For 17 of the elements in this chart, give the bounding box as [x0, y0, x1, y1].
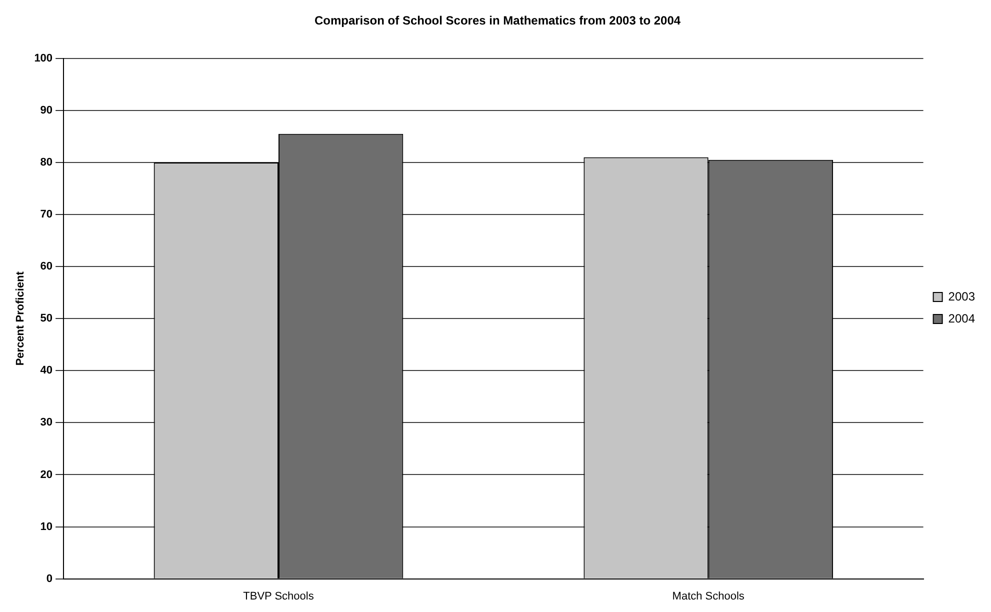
y-tick-label: 40 [40, 364, 53, 377]
y-tick-label: 100 [34, 52, 53, 64]
y-tick-label: 0 [46, 572, 53, 585]
y-tick-label: 80 [40, 156, 53, 169]
y-tick-label: 70 [40, 208, 53, 221]
y-tick-label: 90 [40, 104, 53, 116]
y-tick-label: 30 [40, 416, 53, 429]
chart-title: Comparison of School Scores in Mathematics from 2003 to 2004 [314, 14, 681, 28]
legend-label: 2004 [948, 311, 976, 326]
y-tick-label: 60 [40, 260, 53, 273]
y-tick-label: 50 [40, 312, 53, 325]
legend-label: 2003 [948, 289, 976, 304]
y-tick-label: 20 [40, 468, 53, 481]
y-axis-title: Percent Proficient [14, 271, 27, 366]
x-tick-label: TBVP Schools [243, 590, 314, 602]
y-tick-label: 10 [40, 520, 53, 533]
x-tick-label: Match Schools [672, 590, 745, 602]
